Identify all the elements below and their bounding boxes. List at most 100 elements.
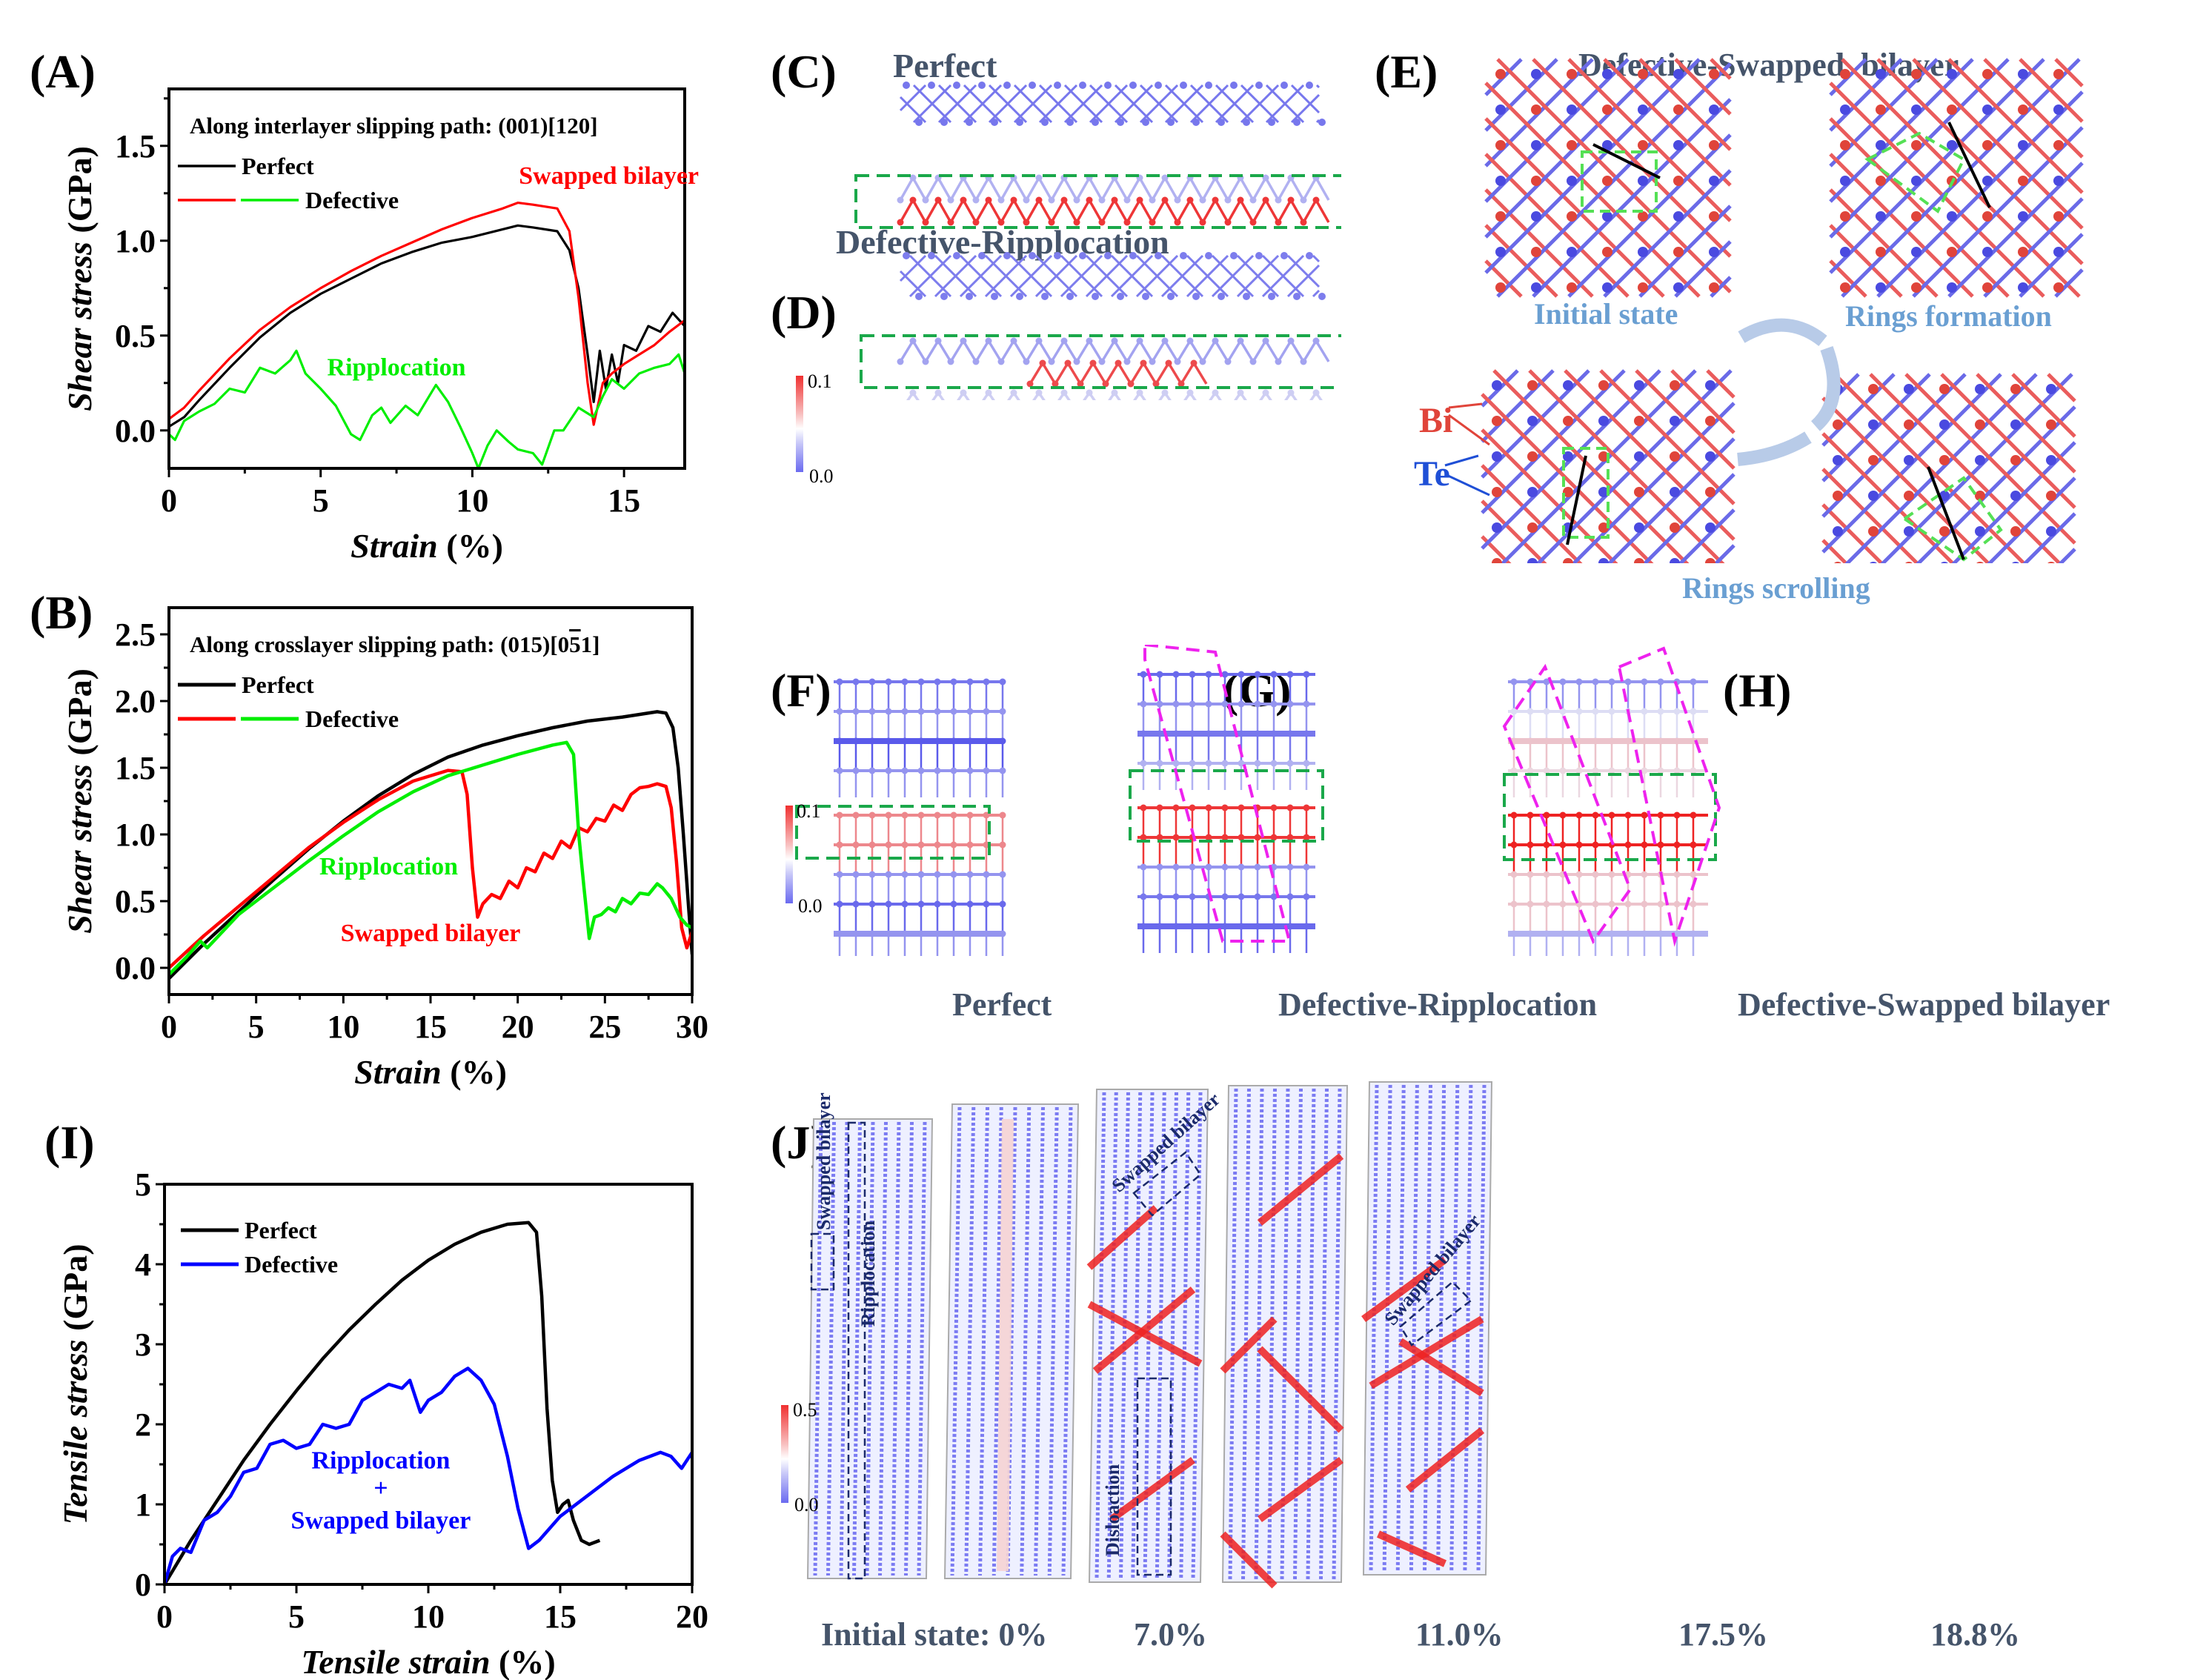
j-ripple-trace (997, 1118, 1014, 1572)
f-interface-box (795, 805, 991, 860)
panel-d-colorbar (796, 376, 803, 472)
chart-title: Along interlayer slipping path: (001)[12… (190, 113, 598, 139)
e-subview-3 (1821, 373, 2076, 563)
e-region-box-0 (1581, 150, 1658, 213)
j-lattice-column (1119, 1092, 1130, 1580)
j-lattice-column (1436, 1084, 1446, 1573)
j-shear-band (1257, 1346, 1344, 1433)
legend-entry: Perfect (178, 153, 314, 179)
panel-j-caption-2: 11.0% (1415, 1616, 1504, 1653)
y-tick-label: 2 (135, 1407, 151, 1443)
x-tick-label: 25 (588, 1009, 621, 1045)
layer-high-strain-1 (897, 196, 1330, 226)
g-ripple-band (1143, 645, 1292, 943)
h-lower-block (1508, 871, 1708, 956)
x-tick-label: 30 (676, 1009, 708, 1045)
y-axis-label: Shear stress (GPa) (61, 146, 99, 411)
j-shear-band (1258, 1456, 1343, 1523)
j-lattice-column (1155, 1092, 1166, 1580)
j-lattice-column (1061, 1106, 1073, 1576)
j-ripple-box-0 (847, 1121, 866, 1580)
x-axis-label: Strain (%) (354, 1053, 507, 1091)
panel-j-caption-4: 18.8% (1930, 1616, 2020, 1653)
j-frame-1 (943, 1103, 1080, 1579)
j-shear-band (1369, 1315, 1484, 1390)
j-lattice-column (1332, 1088, 1342, 1580)
y-tick-label: 0.5 (115, 883, 156, 920)
j-lattice-column (991, 1106, 1003, 1576)
chart-a-shear-interlayer: 0 5 10 15 0.0 0.5 1.0 1.5 Strain (%) Shear stress… (61, 87, 699, 565)
chart-annotation: Swapped bilayer (341, 920, 521, 947)
series-line-2 (169, 740, 692, 976)
series-line-0 (165, 1221, 601, 1584)
panel-label-b: (B) (30, 586, 93, 639)
y-tick-label: 0.5 (115, 318, 156, 354)
legend-label: Perfect (242, 153, 314, 179)
j-lattice-column (1382, 1084, 1392, 1573)
layer-lower (906, 389, 1323, 400)
h-swap-band-2 (1617, 646, 1721, 947)
j-shear-band (1405, 1427, 1485, 1493)
chart-title: Along crosslayer slipping path: (015)[05… (190, 631, 599, 657)
chart-annotation: Swapped bilayer (519, 162, 699, 190)
chart-annotation: Ripplocation (311, 1447, 450, 1474)
y-tick-label: 3 (135, 1327, 151, 1363)
panel-g-caption: Defective-Ripplocation (1278, 986, 1598, 1023)
panel-h-caption: Defective-Swapped bilayer (1738, 986, 2110, 1023)
series-line-1 (169, 202, 685, 426)
panel-label-a: (A) (30, 45, 96, 98)
panel-label-f: (F) (771, 664, 831, 717)
j-shear-band (1220, 1531, 1278, 1589)
j-shear-band (1087, 1301, 1203, 1367)
j-lattice-column (1179, 1092, 1191, 1580)
j-lattice-column (1476, 1084, 1487, 1573)
j-lattice-column (1034, 1106, 1045, 1576)
chart-b-shear-crosslayer: 0 5 10 15 20 25 30 0.0 0.5 1.0 1.5 2.0 2.5 Strain (%)… (61, 606, 708, 1091)
j-frame-3 (1221, 1085, 1349, 1583)
legend-label: Defective (305, 187, 399, 213)
e-region-box-2 (1562, 447, 1610, 539)
panel-c-title: Perfect (893, 47, 997, 84)
y-tick-label: 0.0 (115, 413, 156, 449)
panel-label-d: (D) (771, 286, 837, 339)
j-lattice-column (1131, 1092, 1143, 1580)
j-shear-band (1398, 1338, 1484, 1397)
panel-label-i: (I) (44, 1116, 95, 1169)
x-axis-label: Strain (%) (351, 527, 503, 565)
cycle-arrow-right (1810, 345, 1841, 431)
te-leader-2 (1444, 473, 1490, 497)
j-lattice-column (1267, 1088, 1277, 1580)
y-tick-label: 2.5 (115, 617, 156, 653)
chart-annotation: Swapped bilayer (291, 1507, 471, 1534)
x-tick-label: 0 (161, 1009, 177, 1045)
j-lattice-column (1191, 1092, 1203, 1580)
j-lattice-column (1241, 1088, 1251, 1580)
j-label-dislocation-2: Disloaction (1102, 1464, 1123, 1556)
j-lattice-column (1423, 1084, 1432, 1573)
y-tick-label: 1.5 (115, 750, 156, 786)
chart-annotation: Ripplocation (319, 853, 458, 880)
chart-annotation: Ripplocation (328, 354, 466, 382)
interface-box (854, 174, 1341, 229)
panel-label-e: (E) (1375, 45, 1438, 98)
panel-label-c: (C) (771, 45, 837, 98)
x-axis-label: Tensile strain (%) (301, 1643, 555, 1680)
plot-frame (167, 87, 686, 470)
x-tick-label: 0 (156, 1598, 173, 1635)
j-lattice-column (1293, 1088, 1303, 1580)
j-frame-border (806, 1118, 934, 1579)
j-shear-band (1361, 1256, 1447, 1323)
e-arrow-1 (1947, 122, 1991, 208)
g-lower-block (1137, 863, 1315, 953)
j-lattice-column (1449, 1084, 1460, 1573)
te-leader-1 (1444, 454, 1479, 467)
j-lattice-column (1306, 1088, 1316, 1580)
panel-j-colorbar (781, 1405, 788, 1503)
legend-bi-label: Bi (1419, 401, 1453, 440)
legend-entry: Perfect (181, 1217, 317, 1244)
layer-ripple-strain (1026, 359, 1208, 388)
e-region-box-1 (1864, 131, 1966, 214)
legend-label: Perfect (245, 1217, 317, 1244)
panel-fgh-structures (795, 645, 1721, 956)
caption-rings-scrolling: Rings scrolling (1682, 571, 1870, 605)
